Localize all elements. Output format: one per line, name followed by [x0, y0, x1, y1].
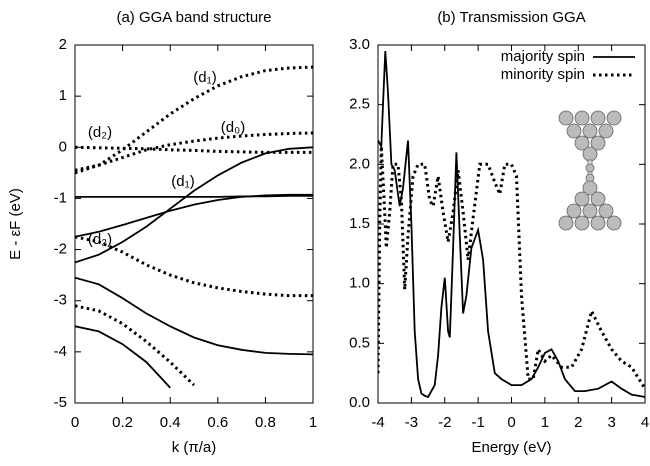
plot-frame	[377, 44, 646, 404]
x-tick-label: 0	[71, 414, 79, 431]
x-axis-label: k (π/a)	[172, 439, 217, 456]
series-line	[75, 235, 313, 298]
x-tick-label: 1	[309, 414, 317, 431]
chart-title: (b) Transmission GGA	[437, 9, 585, 26]
x-tick-label: 0.6	[207, 414, 228, 431]
y-tick-label: 0.5	[349, 334, 370, 351]
x-tick-label: 0.2	[112, 414, 133, 431]
annotation: (d₁)	[193, 69, 216, 86]
x-tick-label: 1	[541, 414, 549, 431]
y-tick-label: 0.0	[349, 394, 370, 411]
annotation: (d₂)	[88, 231, 112, 248]
y-tick-label: 2	[59, 36, 67, 53]
y-tick-label: 1.0	[349, 275, 370, 292]
series-line	[75, 145, 313, 154]
series-line	[75, 304, 196, 387]
x-tick-label: -2	[438, 414, 451, 431]
plot-frame	[74, 44, 314, 404]
y-tick-label: 2.5	[349, 96, 370, 113]
legend-label: majority spin	[501, 48, 585, 65]
legend-label: minority spin	[501, 66, 585, 83]
series-line	[75, 276, 313, 356]
x-tick-label: 0	[507, 414, 515, 431]
series-line	[75, 65, 313, 175]
y-tick-label: -3	[54, 292, 67, 309]
y-tick-label: 2.0	[349, 155, 370, 172]
x-tick-label: 2	[574, 414, 582, 431]
annotation: (d₀)	[221, 119, 246, 136]
annotation: (d₁)	[171, 173, 194, 190]
y-axis-label: E - εF (eV)	[7, 188, 24, 260]
annotation: (d₂)	[88, 124, 112, 141]
x-tick-label: 0.8	[255, 414, 276, 431]
x-tick-label: -4	[371, 414, 384, 431]
y-tick-label: -4	[54, 343, 67, 360]
x-tick-label: -1	[471, 414, 484, 431]
y-tick-label: -2	[54, 241, 67, 258]
y-tick-label: -1	[54, 189, 67, 206]
y-tick-label: 0	[59, 138, 67, 155]
molecule-illustration	[558, 110, 622, 231]
series-line	[378, 146, 645, 390]
x-tick-label: -3	[405, 414, 418, 431]
chart-title: (a) GGA band structure	[116, 9, 271, 26]
x-tick-label: 0.4	[160, 414, 181, 431]
y-tick-label: 1	[59, 87, 67, 104]
series-line	[75, 195, 313, 198]
y-tick-label: 1.5	[349, 215, 370, 232]
x-tick-label: 4	[641, 414, 649, 431]
y-tick-label: 3.0	[349, 36, 370, 53]
x-axis-label: Energy (eV)	[471, 439, 551, 456]
x-tick-label: 3	[607, 414, 615, 431]
series-line	[75, 193, 313, 238]
y-tick-label: -5	[54, 394, 67, 411]
series-line	[75, 325, 171, 389]
